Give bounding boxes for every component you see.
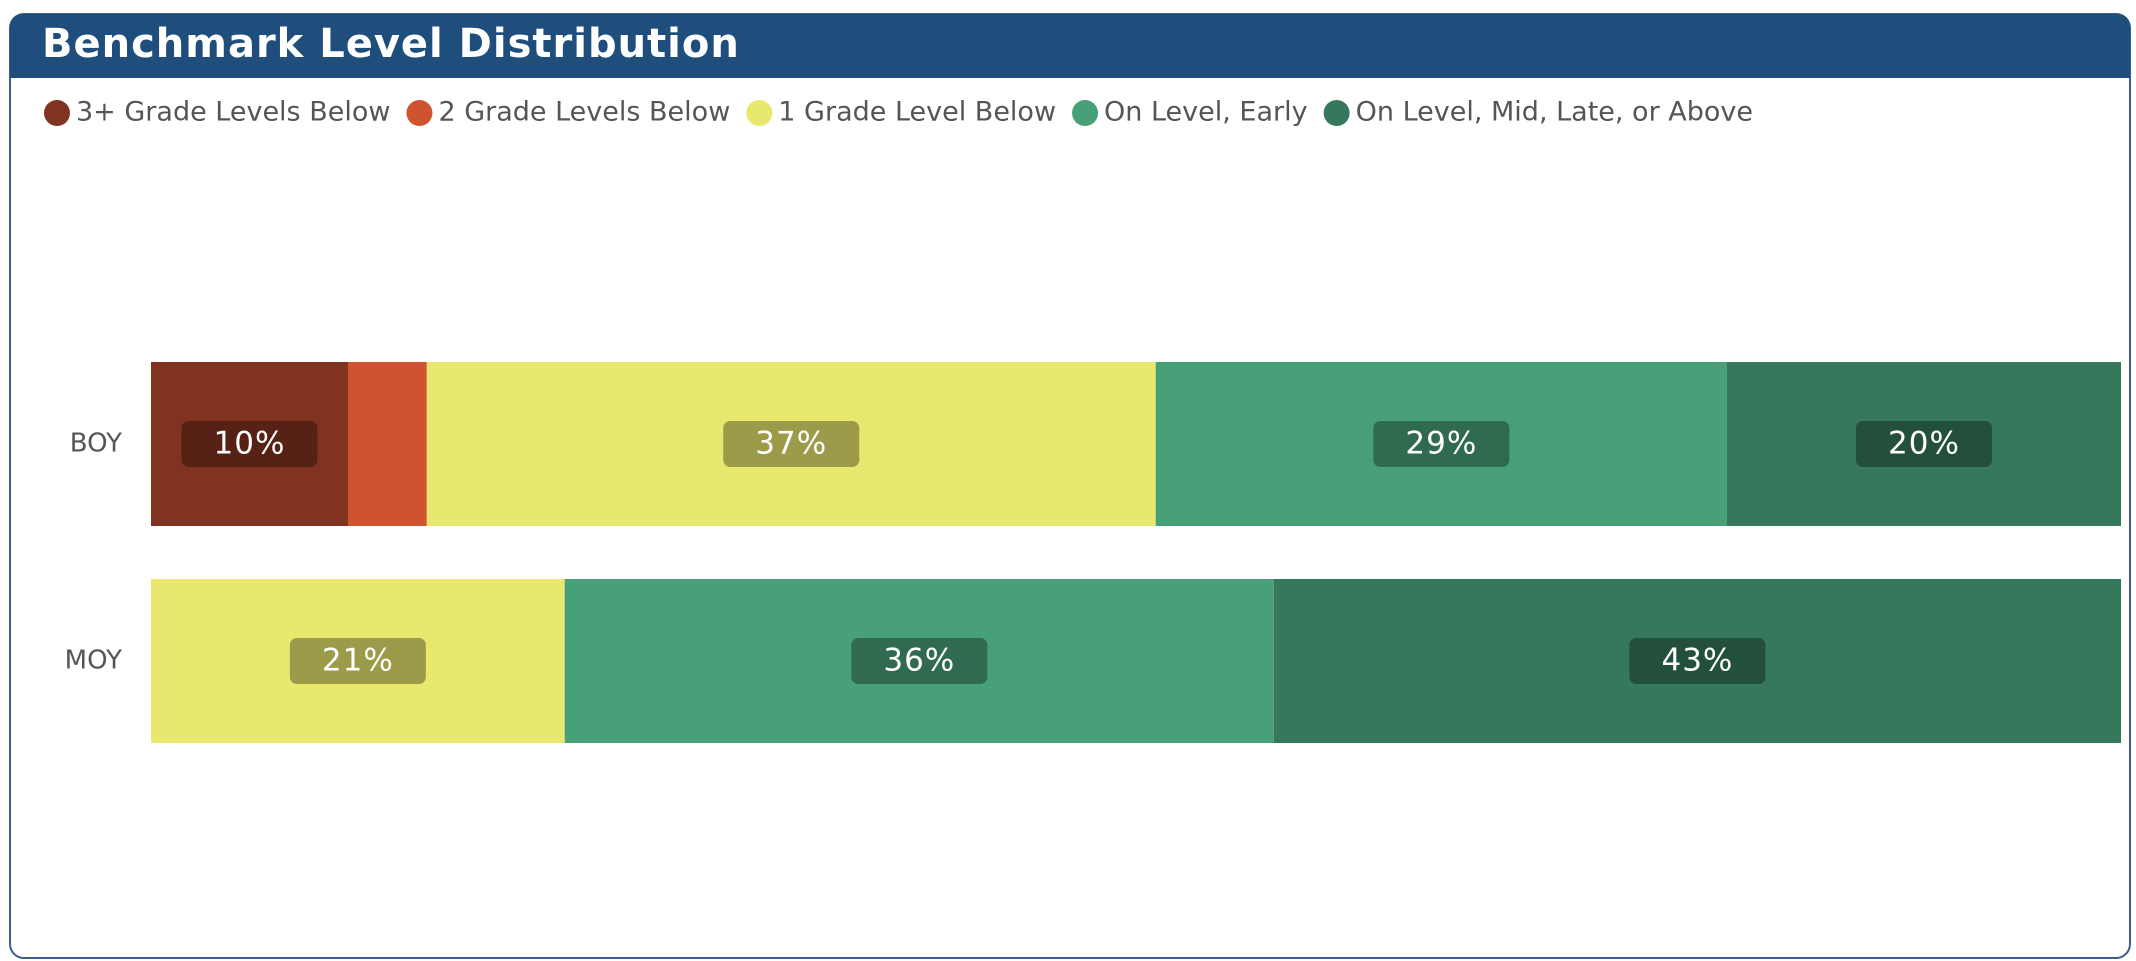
bar-segment [151, 579, 565, 743]
bar-segment [564, 579, 1274, 743]
y-tick-label: MOY [65, 646, 122, 676]
legend-label: On Level, Early [1104, 97, 1308, 128]
legend-label: 3+ Grade Levels Below [76, 97, 390, 128]
legend-swatch [1323, 100, 1350, 126]
value-label: 43% [1661, 643, 1733, 679]
legend-swatch [406, 100, 433, 126]
value-label: 37% [755, 426, 827, 462]
chart-title: Benchmark Level Distribution [42, 21, 740, 67]
value-label-bg [1629, 638, 1766, 684]
legend-label: On Level, Mid, Late, or Above [1356, 97, 1753, 128]
bar-segment [348, 362, 427, 526]
legend-swatch [746, 100, 773, 126]
value-label-bg [289, 638, 426, 684]
value-label: 21% [322, 643, 394, 679]
value-label: 36% [883, 643, 955, 679]
legend-label: 1 Grade Level Below [778, 97, 1056, 128]
value-label-bg [723, 421, 860, 467]
bar-segment [151, 362, 348, 526]
bar-segment [1155, 362, 1727, 526]
value-label: 20% [1888, 426, 1960, 462]
y-tick-label: BOY [70, 429, 122, 459]
value-label-bg [1856, 421, 1992, 467]
legend-swatch [44, 100, 70, 126]
bar-segment [1273, 579, 2121, 743]
bar-segment [426, 362, 1156, 526]
value-label-bg [181, 421, 318, 467]
legend-label: 2 Grade Levels Below [438, 97, 730, 128]
header-bar [10, 14, 2130, 78]
bar-segment [1727, 362, 2121, 526]
value-label: 29% [1405, 426, 1477, 462]
value-label: 10% [214, 426, 286, 462]
value-label-bg [851, 638, 988, 684]
value-label-bg [1373, 421, 1510, 467]
legend-swatch [1072, 100, 1099, 126]
